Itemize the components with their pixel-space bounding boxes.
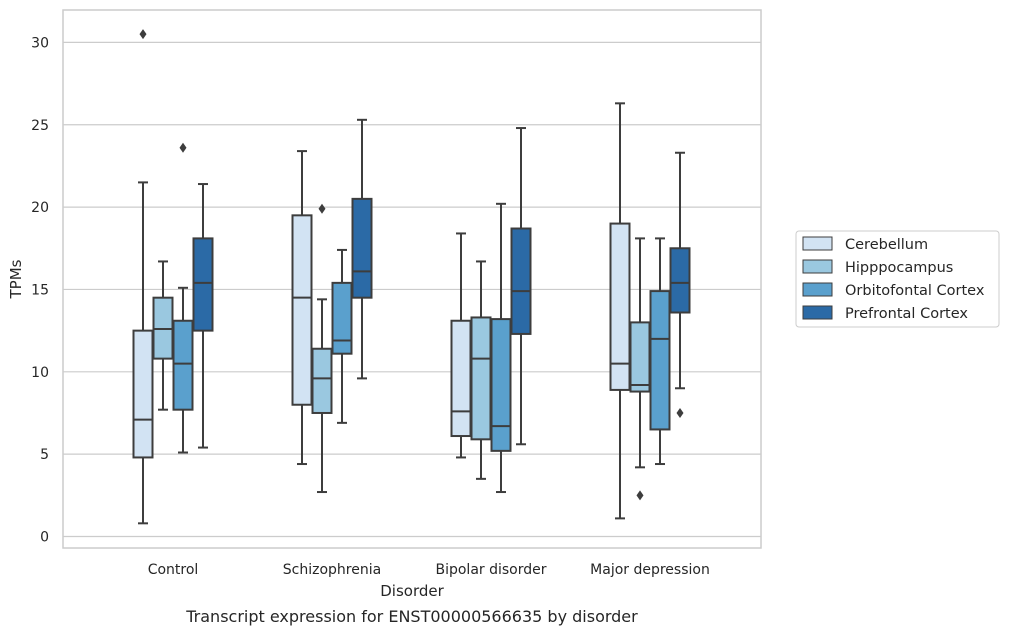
box-iqr [470, 316, 492, 441]
box-iqr [351, 197, 373, 299]
box-iqr [450, 319, 472, 438]
chart-caption: Transcript expression for ENST0000056663… [185, 607, 638, 626]
x-tick-label: Schizophrenia [283, 562, 381, 578]
y-tick-label: 20 [31, 200, 49, 216]
box-2-3 [510, 127, 532, 446]
box-groups [132, 29, 691, 525]
box-1-3 [351, 118, 373, 380]
box-iqr [192, 237, 214, 332]
legend-label: Prefrontal Cortex [845, 306, 968, 322]
legend-swatch [802, 259, 833, 274]
legend-label: Cerebellum [845, 237, 928, 253]
x-tick-label: Bipolar disorder [435, 562, 546, 578]
y-tick-label: 10 [31, 365, 49, 381]
plot-frame [62, 9, 762, 549]
x-tick-label: Control [148, 562, 199, 578]
outlier-point [318, 203, 326, 214]
box-iqr [490, 318, 512, 452]
y-tick-label: 15 [31, 282, 49, 298]
y-tick-label: 25 [31, 118, 49, 134]
legend: Cerebellum Hipppocampus Orbitofontal Corte… [795, 230, 1000, 328]
outlier-point [676, 407, 684, 418]
box-1-1 [311, 203, 333, 494]
x-axis-title: Disorder [380, 582, 444, 600]
box-3-3 [669, 151, 691, 418]
box-iqr [629, 321, 651, 393]
box-iqr [609, 222, 631, 391]
box-iqr [331, 281, 353, 355]
box-iqr [311, 347, 333, 414]
outlier-point [139, 29, 147, 40]
outlier-point [179, 142, 187, 153]
y-tick-label: 30 [31, 35, 49, 51]
box-1-2 [331, 248, 353, 424]
legend-frame [795, 230, 1000, 328]
plot-area [63, 10, 761, 548]
y-axis-title: TPMs [7, 259, 25, 299]
legend-label: Orbitofontal Cortex [845, 283, 985, 299]
box-iqr [510, 227, 532, 335]
box-iqr [649, 290, 671, 431]
legend-label: Hipppocampus [845, 260, 953, 276]
y-tick-label: 0 [40, 530, 49, 546]
outlier-point [636, 490, 644, 501]
box-iqr [172, 319, 194, 411]
y-tick-label: 5 [40, 447, 49, 463]
legend-swatch [802, 305, 833, 320]
x-tick-label: Major depression [590, 562, 710, 578]
box-3-2 [649, 237, 671, 466]
box-0-3 [192, 183, 214, 449]
legend-swatch [802, 236, 833, 251]
y-tick-labels: 0 5 10 15 20 25 30 [31, 35, 49, 545]
box-0-0 [132, 29, 154, 525]
x-tick-labels: Control Schizophrenia Bipolar disorder Majo… [148, 562, 710, 578]
box-0-2 [172, 142, 194, 454]
legend-swatch [802, 282, 833, 297]
box-2-2 [490, 202, 512, 494]
box-1-0 [291, 150, 313, 466]
box-iqr [132, 329, 154, 459]
box-iqr [669, 247, 691, 314]
box-2-0 [450, 232, 472, 459]
box-3-0 [609, 102, 631, 520]
box-2-1 [470, 260, 492, 480]
box-iqr [291, 214, 313, 406]
